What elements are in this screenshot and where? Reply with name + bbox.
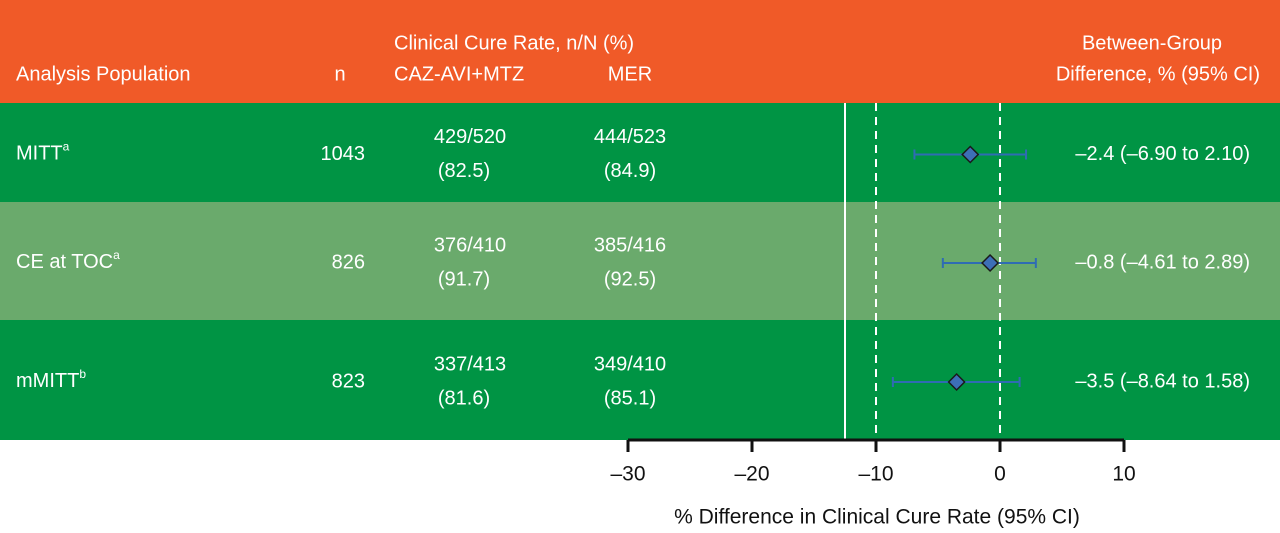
population-label: mMITTb bbox=[16, 367, 86, 392]
arm1-count: 376/410 bbox=[434, 234, 506, 256]
row-background bbox=[0, 202, 1280, 320]
difference-label: –3.5 (–8.64 to 1.58) bbox=[1075, 370, 1250, 392]
n-value: 823 bbox=[332, 370, 365, 392]
row-background bbox=[0, 320, 1280, 440]
header-n: n bbox=[334, 63, 345, 85]
arm2-count: 444/523 bbox=[594, 126, 666, 148]
header-arm2: MER bbox=[608, 63, 652, 85]
header-cure-group: Clinical Cure Rate, n/N (%) bbox=[394, 32, 634, 54]
arm1-rate: (82.5) bbox=[438, 160, 490, 182]
header-difference: Between-Group bbox=[1082, 32, 1222, 54]
row-background bbox=[0, 103, 1280, 202]
footnote: a bbox=[63, 140, 70, 154]
arm1-rate: (81.6) bbox=[438, 387, 490, 409]
n-value: 1043 bbox=[321, 143, 366, 165]
estimate-marker bbox=[961, 145, 980, 164]
n-value: 826 bbox=[332, 251, 365, 273]
population-name: mMITT bbox=[16, 370, 79, 392]
difference-label: –0.8 (–4.61 to 2.89) bbox=[1075, 251, 1250, 273]
difference-label: –2.4 (–6.90 to 2.10) bbox=[1075, 143, 1250, 165]
arm2-rate: (85.1) bbox=[604, 387, 656, 409]
x-tick-label: 0 bbox=[994, 463, 1006, 486]
arm1-rate: (91.7) bbox=[438, 268, 490, 290]
x-axis-label: % Difference in Clinical Cure Rate (95% … bbox=[674, 506, 1080, 529]
population-label: MITTa bbox=[16, 140, 70, 165]
arm2-count: 385/416 bbox=[594, 234, 666, 256]
population-label: CE at TOCa bbox=[16, 248, 120, 273]
arm2-rate: (92.5) bbox=[604, 268, 656, 290]
x-tick-label: 10 bbox=[1112, 463, 1135, 486]
header-arm1: CAZ-AVI+MTZ bbox=[394, 63, 524, 85]
arm1-count: 337/413 bbox=[434, 353, 506, 375]
arm2-count: 349/410 bbox=[594, 353, 666, 375]
header-population: Analysis Population bbox=[16, 63, 191, 85]
arm1-count: 429/520 bbox=[434, 126, 506, 148]
header-difference: Difference, % (95% CI) bbox=[1056, 63, 1260, 85]
population-name: CE at TOC bbox=[16, 251, 113, 273]
arm2-rate: (84.9) bbox=[604, 160, 656, 182]
footnote: a bbox=[113, 248, 120, 262]
header-background bbox=[0, 0, 1280, 103]
population-name: MITT bbox=[16, 143, 63, 165]
estimate-marker bbox=[947, 372, 966, 392]
footnote: b bbox=[79, 367, 86, 381]
x-tick-label: –30 bbox=[610, 463, 645, 486]
x-tick-label: –10 bbox=[858, 463, 893, 486]
estimate-marker bbox=[981, 253, 1000, 273]
x-tick-label: –20 bbox=[734, 463, 769, 486]
